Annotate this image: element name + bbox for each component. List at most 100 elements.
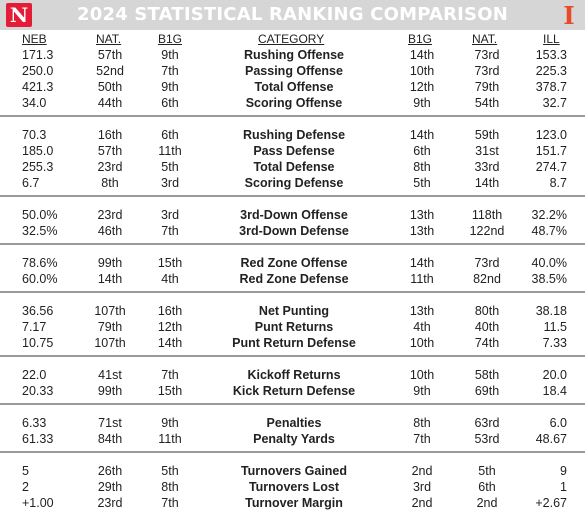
table-row: 78.6% 99th 15th Red Zone Offense 14th 73rd 40.… <box>0 255 585 271</box>
cell-ill-nat: 73rd <box>474 48 500 62</box>
cell-ill-b1g: 13th <box>409 304 435 318</box>
cell-ill-b1g: 2nd <box>411 496 433 510</box>
cell-neb: 6.7 <box>22 176 40 190</box>
cell-neb: 250.0 <box>22 64 54 78</box>
cell-ill-b1g: 8th <box>413 416 431 430</box>
cell-neb-b1g: 9th <box>161 80 179 94</box>
cell-neb-b1g: 8th <box>161 480 179 494</box>
cell-neb-b1g: 7th <box>161 496 179 510</box>
cell-neb-b1g: 7th <box>161 368 179 382</box>
cell-ill: 8.7 <box>549 176 567 190</box>
cell-neb-nat: 41st <box>98 368 122 382</box>
table-row: 61.33 84th 11th Penalty Yards 7th 53rd 48.67 <box>0 431 585 447</box>
cell-ill-b1g: 5th <box>413 176 431 190</box>
table-row: 6.33 71st 9th Penalties 8th 63rd 6.0 <box>0 415 585 431</box>
cell-neb-b1g: 3rd <box>160 176 180 190</box>
cell-ill-nat: 54th <box>474 96 500 110</box>
cell-category: Punt Returns <box>254 320 334 334</box>
cell-ill-b1g: 12th <box>409 80 435 94</box>
cell-ill-b1g: 10th <box>409 336 435 350</box>
cell-neb-b1g: 15th <box>157 384 183 398</box>
cell-ill-b1g: 9th <box>413 96 431 110</box>
cell-neb-nat: 26th <box>97 464 123 478</box>
cell-ill-nat: 59th <box>474 128 500 142</box>
cell-neb-nat: 23rd <box>97 496 123 510</box>
table-row: 36.56 107th 16th Net Punting 13th 80th 38.18 <box>0 303 585 319</box>
cell-ill-nat: 53rd <box>474 432 500 446</box>
section-divider <box>0 291 585 293</box>
cell-neb: 185.0 <box>22 144 54 158</box>
col-header-category: CATEGORY <box>258 32 325 46</box>
cell-ill: 225.3 <box>535 64 567 78</box>
cell-neb: 60.0% <box>22 272 58 286</box>
cell-neb-b1g: 4th <box>161 272 179 286</box>
cell-ill-nat: 33rd <box>474 160 500 174</box>
table-row: 6.7 8th 3rd Scoring Defense 5th 14th 8.7 <box>0 175 585 191</box>
cell-neb-nat: 79th <box>97 320 123 334</box>
table-row: 2 29th 8th Turnovers Lost 3rd 6th 1 <box>0 479 585 495</box>
cell-neb-nat: 107th <box>94 336 126 350</box>
cell-ill: 1 <box>560 480 567 494</box>
cell-ill-nat: 2nd <box>476 496 498 510</box>
cell-ill-b1g: 10th <box>409 64 435 78</box>
table-row: 421.3 50th 9th Total Offense 12th 79th 378.7 <box>0 79 585 95</box>
cell-ill-b1g: 14th <box>409 128 435 142</box>
cell-neb: 171.3 <box>22 48 54 62</box>
page-title: 2024 STATISTICAL RANKING COMPARISON <box>77 4 508 25</box>
cell-neb-b1g: 14th <box>157 336 183 350</box>
cell-ill: 38.5% <box>531 272 567 286</box>
col-header-ill: ILL <box>543 32 560 46</box>
illinois-i-logo-icon: I <box>563 0 575 30</box>
table-row: 7.17 79th 12th Punt Returns 4th 40th 11.5 <box>0 319 585 335</box>
col-header-neb-b1g: B1G <box>158 32 183 46</box>
cell-neb-nat: 14th <box>97 272 123 286</box>
cell-neb-nat: 99th <box>97 384 123 398</box>
cell-neb-b1g: 3rd <box>160 208 180 222</box>
cell-ill-b1g: 10th <box>409 368 435 382</box>
cell-ill: 40.0% <box>531 256 567 270</box>
cell-category: Penalty Yards <box>253 432 335 446</box>
table-row: 22.0 41st 7th Kickoff Returns 10th 58th 20.0 <box>0 367 585 383</box>
cell-ill-b1g: 13th <box>409 224 435 238</box>
cell-ill-nat: 31st <box>475 144 499 158</box>
cell-category: Rushing Offense <box>243 48 344 62</box>
cell-category: Net Punting <box>258 304 330 318</box>
cell-ill: 48.67 <box>535 432 567 446</box>
cell-ill: 7.33 <box>542 336 567 350</box>
cell-category: Kickoff Returns <box>247 368 341 382</box>
cell-neb-b1g: 11th <box>158 432 182 446</box>
cell-ill: 32.7 <box>542 96 567 110</box>
cell-neb-b1g: 12th <box>157 320 183 334</box>
cell-ill-b1g: 14th <box>409 48 435 62</box>
cell-ill: 20.0 <box>542 368 567 382</box>
table-row: 70.3 16th 6th Rushing Defense 14th 59th 123.0 <box>0 127 585 143</box>
cell-category: Turnover Margin <box>245 496 343 510</box>
cell-ill: 123.0 <box>535 128 567 142</box>
cell-category: Red Zone Offense <box>240 256 348 270</box>
cell-neb-b1g: 7th <box>161 64 179 78</box>
col-header-ill-nat: NAT. <box>472 32 498 46</box>
table-row: 10.75 107th 14th Punt Return Defense 10th 74t… <box>0 335 585 351</box>
cell-neb-nat: 99th <box>97 256 123 270</box>
cell-neb-b1g: 5th <box>161 160 179 174</box>
cell-ill-nat: 122nd <box>469 224 505 238</box>
cell-neb-b1g: 5th <box>161 464 179 478</box>
cell-ill-nat: 74th <box>474 336 500 350</box>
cell-neb: 5 <box>22 464 29 478</box>
section-divider <box>0 355 585 357</box>
table-row: 32.5% 46th 7th 3rd-Down Defense 13th 122nd 48.… <box>0 223 585 239</box>
cell-ill-b1g: 9th <box>413 384 431 398</box>
cell-category: Turnovers Lost <box>248 480 340 494</box>
cell-neb: 421.3 <box>22 80 54 94</box>
cell-neb: 7.17 <box>22 320 47 334</box>
cell-ill-nat: 5th <box>478 464 496 478</box>
cell-neb: +1.00 <box>22 496 54 510</box>
section-divider <box>0 195 585 197</box>
col-header-neb: NEB <box>22 32 47 46</box>
cell-neb-nat: 71st <box>98 416 122 430</box>
cell-neb-nat: 52nd <box>96 64 124 78</box>
cell-ill: 48.7% <box>531 224 567 238</box>
cell-ill-b1g: 6th <box>413 144 431 158</box>
cell-ill: 11.5 <box>543 320 567 334</box>
cell-ill: 38.18 <box>535 304 567 318</box>
